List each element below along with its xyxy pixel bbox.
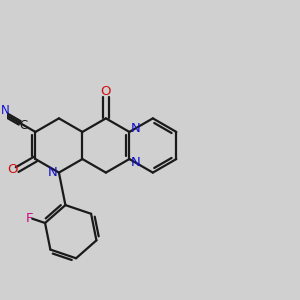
Text: N: N [131,156,141,169]
Text: F: F [26,212,33,225]
Text: N: N [47,166,57,179]
Text: O: O [8,163,18,176]
Text: N: N [131,122,141,135]
Text: C: C [20,119,28,132]
Text: O: O [100,85,111,98]
Text: N: N [1,103,10,117]
